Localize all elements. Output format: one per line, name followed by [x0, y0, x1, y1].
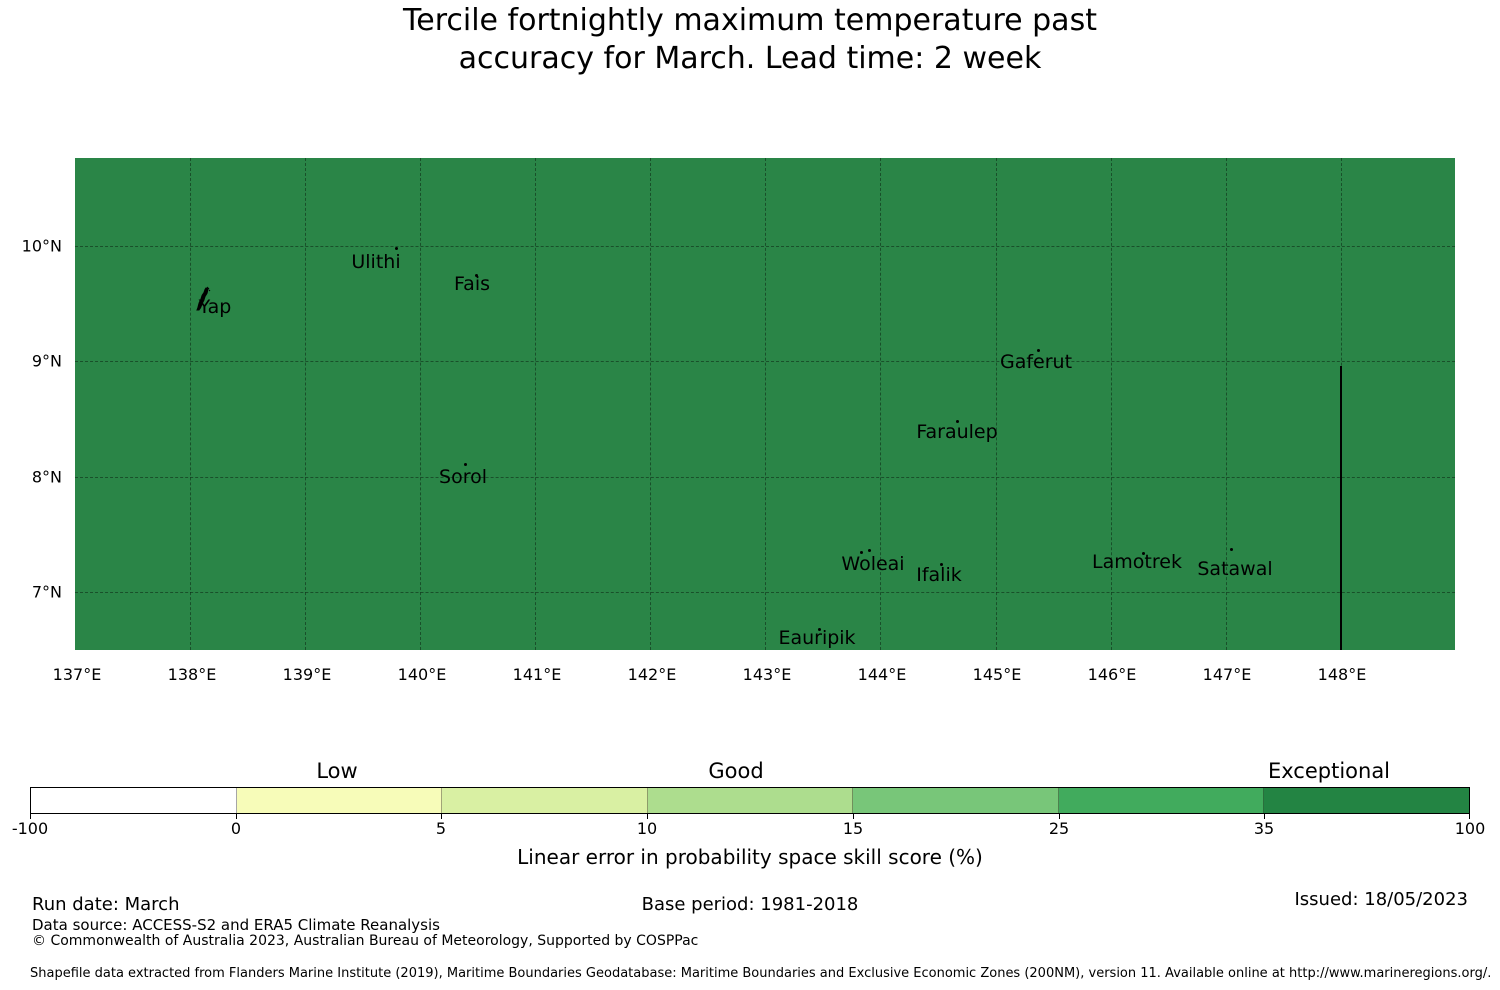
island-marker-dot-ifalik	[940, 563, 943, 566]
colorbar-axis-label: Linear error in probability space skill …	[517, 845, 983, 869]
colorbar-tick-0: 0	[230, 819, 242, 838]
maritime-boundary-line	[1340, 366, 1342, 650]
y-tick-9n: 9°N	[31, 351, 62, 371]
x-tick-140e: 140°E	[397, 665, 447, 684]
island-label-lamotrek: Lamotrek	[1092, 551, 1182, 573]
island-marker-dot-sorol	[464, 463, 467, 466]
colorbar-tickmark	[1059, 814, 1060, 819]
island-marker-dot-fais	[475, 274, 478, 277]
run-date-text: Run date: March	[32, 894, 180, 915]
colorbar-tick-25: 25	[1048, 819, 1070, 838]
colorbar-segment-1	[31, 788, 237, 813]
issued-date-text: Issued: 18/05/2023	[1294, 889, 1468, 910]
colorbar-segment-7	[1264, 788, 1470, 813]
x-tick-144e: 144°E	[857, 665, 907, 684]
gridline-142e	[650, 158, 651, 650]
island-marker-dot-gaferut	[1037, 349, 1040, 352]
x-tick-141e: 141°E	[512, 665, 562, 684]
island-marker-dot-ulithi	[395, 247, 398, 250]
colorbar-tickmark	[853, 814, 854, 819]
colorbar-segment-2	[236, 788, 443, 813]
colorbar-tick-10: 10	[636, 819, 658, 838]
colorbar-tick-35: 35	[1253, 819, 1275, 838]
island-label-sorol: Sorol	[439, 466, 487, 488]
figure-title-line2: accuracy for March. Lead time: 2 week	[458, 41, 1042, 76]
island-marker-dot-woleai-1	[860, 551, 863, 554]
x-tick-142e: 142°E	[627, 665, 677, 684]
colorbar-tickmark	[1469, 814, 1470, 819]
gridline-147e	[1226, 158, 1227, 650]
island-label-yap: Yap	[198, 296, 232, 318]
island-label-ifalik: Ifalik	[916, 564, 962, 586]
island-marker-dot-faraulep	[956, 420, 959, 423]
colorbar-tick-5: 5	[435, 819, 447, 838]
colorbar-category-good: Good	[708, 759, 764, 783]
colorbar-tickmark	[30, 814, 31, 819]
data-source-text: Data source: ACCESS-S2 and ERA5 Climate …	[32, 916, 440, 934]
island-label-eauripik: Eauripik	[778, 627, 856, 649]
colorbar-tickmark	[236, 814, 237, 819]
gridline-145e	[996, 158, 997, 650]
gridline-8n	[75, 477, 1455, 478]
colorbar-segment-6	[1058, 788, 1265, 813]
x-tick-137e: 137°E	[52, 665, 102, 684]
colorbar-tickmark	[1264, 814, 1265, 819]
gridline-143e	[765, 158, 766, 650]
gridline-146e	[1111, 158, 1112, 650]
island-marker-dot-satawal	[1230, 548, 1233, 551]
island-label-faraulep: Faraulep	[916, 421, 998, 443]
colorbar-category-exceptional: Exceptional	[1267, 759, 1391, 783]
island-label-woleai: Woleai	[841, 553, 905, 575]
gridline-141e	[535, 158, 536, 650]
colorbar-segment-5	[853, 788, 1059, 813]
gridline-144e	[880, 158, 881, 650]
colorbar	[30, 787, 1470, 814]
island-marker-dot-woleai-2	[868, 549, 871, 552]
colorbar-tickmark	[441, 814, 442, 819]
colorbar-tick-neg100: -100	[11, 819, 49, 838]
base-period-text: Base period: 1981-2018	[641, 894, 859, 915]
colorbar-tick-100: 100	[1454, 819, 1486, 838]
gridline-9n	[75, 361, 1455, 362]
gridline-7n	[75, 592, 1455, 593]
map-panel: Yap Ulithi Fais Sorol Gaferut Faraulep W…	[75, 158, 1455, 650]
gridline-138e	[190, 158, 191, 650]
colorbar-segment-3	[442, 788, 648, 813]
island-marker-dot-lamotrek	[1142, 552, 1145, 555]
yap-island-shape	[196, 286, 211, 311]
copyright-text: © Commonwealth of Australia 2023, Austra…	[32, 933, 699, 949]
x-tick-146e: 146°E	[1087, 665, 1137, 684]
x-tick-147e: 147°E	[1202, 665, 1252, 684]
shapefile-note: Shapefile data extracted from Flanders M…	[30, 966, 1492, 981]
y-tick-10n: 10°N	[21, 236, 62, 256]
island-label-satawal: Satawal	[1197, 558, 1273, 580]
figure-title-line1: Tercile fortnightly maximum temperature …	[403, 3, 1097, 38]
colorbar-segment-4	[647, 788, 854, 813]
island-label-ulithi: Ulithi	[351, 251, 401, 273]
x-tick-145e: 145°E	[972, 665, 1022, 684]
island-marker-dot-eauripik	[818, 628, 821, 631]
colorbar-tickmark	[647, 814, 648, 819]
x-tick-148e: 148°E	[1317, 665, 1367, 684]
gridline-10n	[75, 246, 1455, 247]
gridline-139e	[305, 158, 306, 650]
gridline-140e	[420, 158, 421, 650]
island-label-gaferut: Gaferut	[999, 351, 1073, 373]
figure-title: Tercile fortnightly maximum temperature …	[0, 2, 1500, 78]
x-tick-139e: 139°E	[282, 665, 332, 684]
colorbar-tick-15: 15	[842, 819, 864, 838]
colorbar-category-low: Low	[316, 759, 358, 783]
x-tick-138e: 138°E	[167, 665, 217, 684]
island-label-fais: Fais	[453, 273, 491, 295]
x-tick-143e: 143°E	[742, 665, 792, 684]
y-tick-8n: 8°N	[31, 467, 62, 487]
y-tick-7n: 7°N	[31, 582, 62, 602]
